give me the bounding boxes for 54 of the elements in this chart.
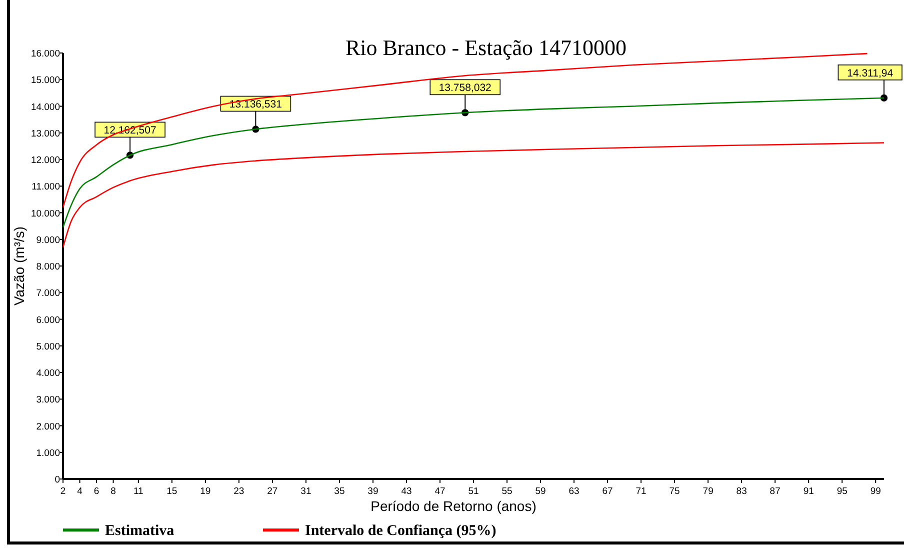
y-tick-label: 2.000 <box>36 421 60 432</box>
x-tick-label: 95 <box>836 486 848 497</box>
data-label: 13.758,032 <box>438 82 492 94</box>
y-tick-label: 11.000 <box>32 182 60 193</box>
point <box>880 94 888 102</box>
y-tick-label: 4.000 <box>36 368 60 379</box>
y-tick-label: 9.000 <box>36 234 60 246</box>
x-tick-label: 15 <box>166 486 178 497</box>
data-label: 13.136,531 <box>229 98 282 111</box>
y-tick-label: 3.000 <box>36 394 60 406</box>
legend-label: Estimativa <box>105 523 175 539</box>
y-tick-label: 10.000 <box>30 208 60 220</box>
y-axis-title: Vazão (m³/s) <box>11 226 27 306</box>
x-tick-label: 99 <box>870 486 881 497</box>
x-tick-label: 43 <box>401 486 412 497</box>
y-tick-label: 14.000 <box>30 102 60 113</box>
x-axis-title: Período de Retorno (anos) <box>370 498 536 514</box>
x-tick-label: 35 <box>334 486 345 497</box>
x-tick-label: 8 <box>110 486 116 497</box>
x-tick-label: 31 <box>300 486 312 497</box>
y-tick-label: 8.000 <box>36 262 60 272</box>
x-tick-label: 55 <box>502 486 512 497</box>
data-label: 14.311,94 <box>847 67 894 80</box>
x-tick-label: 11 <box>133 486 144 497</box>
x-tick-label: 19 <box>200 486 211 497</box>
x-tick-label: 6 <box>94 486 100 497</box>
y-tick-label: 5.000 <box>36 341 60 352</box>
y-tick-label: 15.000 <box>30 75 60 86</box>
x-tick-label: 71 <box>636 486 646 497</box>
x-tick-label: 2 <box>60 486 66 497</box>
x-tick-label: 91 <box>803 486 814 497</box>
y-tick-label: 12.000 <box>30 155 60 166</box>
x-tick-label: 39 <box>368 486 378 497</box>
x-tick-label: 4 <box>77 486 82 497</box>
chart-title: Rio Branco - Estação 14710000 <box>345 35 627 60</box>
x-tick-label: 79 <box>702 486 714 497</box>
y-tick-label: 16.000 <box>30 48 60 60</box>
y-tick-label: 6.000 <box>36 314 60 326</box>
x-tick-label: 23 <box>234 486 244 497</box>
x-tick-label: 83 <box>736 486 747 497</box>
x-tick-label: 75 <box>669 486 680 497</box>
x-tick-label: 59 <box>535 486 546 497</box>
y-tick-label: 7.000 <box>36 288 60 300</box>
x-tick-label: 51 <box>468 486 479 497</box>
y-tick-label: 1.000 <box>36 448 60 459</box>
y-tick-label: 13.000 <box>30 128 60 140</box>
x-tick-label: 87 <box>770 486 780 497</box>
line-series <box>62 142 885 248</box>
legend-label: Intervalo de Confiança (95%) <box>305 523 496 539</box>
x-tick-label: 47 <box>434 486 446 497</box>
x-tick-label: 67 <box>602 486 613 497</box>
y-tick-label: 0 <box>54 474 60 486</box>
x-tick-label: 27 <box>267 486 278 497</box>
x-tick-label: 63 <box>568 486 580 497</box>
